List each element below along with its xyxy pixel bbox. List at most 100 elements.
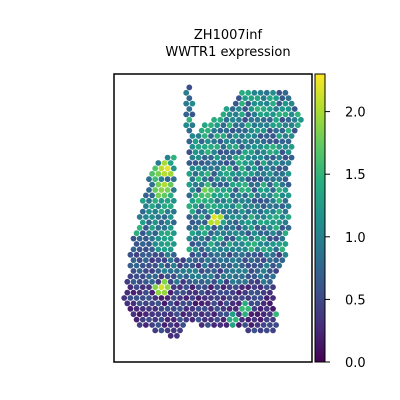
spot [257, 295, 264, 301]
spot [223, 138, 230, 145]
spot [263, 122, 270, 129]
spot [285, 95, 292, 102]
spot [248, 322, 255, 328]
spot [273, 181, 279, 188]
colorbar-tick-label: 2.0 [345, 106, 366, 121]
spot [263, 111, 270, 118]
spot [220, 143, 227, 150]
spot [220, 208, 227, 215]
spot [226, 176, 233, 183]
spot [220, 284, 227, 291]
spot [161, 214, 168, 220]
spot [239, 273, 245, 280]
spot [211, 322, 218, 328]
spot [254, 203, 261, 210]
spot [226, 187, 233, 193]
spot [245, 89, 252, 96]
spot [189, 316, 196, 323]
spot [152, 284, 159, 291]
spot [214, 122, 221, 129]
spot [276, 89, 283, 96]
spot [248, 224, 255, 231]
spot [214, 295, 221, 301]
spot [136, 246, 143, 253]
spot-layer [121, 84, 304, 339]
spot [229, 160, 236, 166]
spot [226, 208, 233, 215]
spot [232, 284, 239, 291]
spot [195, 230, 202, 237]
spot [285, 214, 292, 220]
spot [189, 273, 196, 280]
spot [245, 327, 252, 334]
spot [279, 235, 286, 242]
spot [130, 311, 137, 318]
spot [288, 143, 295, 150]
spot [229, 289, 236, 296]
spot [170, 241, 177, 247]
spot [195, 262, 202, 269]
spot [242, 257, 249, 264]
spot [257, 154, 264, 161]
spot [208, 133, 214, 139]
spot [189, 284, 196, 291]
spot [263, 327, 270, 334]
spot [161, 311, 168, 318]
spot [285, 106, 292, 112]
spot [276, 241, 283, 247]
spot [229, 300, 236, 307]
spot [270, 176, 276, 183]
spot [239, 122, 245, 129]
chart-title-line1: ZH1007inf [194, 28, 263, 43]
spot [223, 322, 230, 328]
spot [257, 327, 264, 334]
spot [146, 284, 152, 291]
spot [242, 246, 249, 253]
spot [152, 176, 159, 183]
spot [263, 305, 270, 312]
colorbar-tick-label: 0.0 [345, 356, 366, 371]
spot [257, 176, 264, 183]
spot [270, 305, 276, 312]
spot [257, 251, 264, 258]
spot [245, 241, 252, 247]
spot [229, 235, 236, 242]
spot [232, 133, 239, 139]
spot [257, 197, 264, 204]
spot [211, 289, 218, 296]
spot [245, 133, 252, 139]
spot [242, 160, 249, 166]
spot [143, 278, 149, 285]
spot [232, 273, 239, 280]
spot [158, 273, 165, 280]
spot [167, 332, 174, 339]
spot [273, 235, 279, 242]
spot [211, 116, 218, 123]
spot [146, 176, 152, 183]
spot [205, 322, 211, 328]
spot [232, 251, 239, 258]
spot [183, 111, 190, 118]
spot [273, 95, 279, 102]
spot [285, 138, 292, 145]
spot [254, 246, 261, 253]
spot [273, 311, 279, 318]
spot [211, 127, 218, 134]
spot [186, 127, 193, 134]
spot [273, 106, 279, 112]
spot [239, 176, 245, 183]
spot [254, 106, 261, 112]
spot [226, 251, 233, 258]
spot [189, 122, 196, 129]
spot [223, 170, 230, 177]
spot [167, 311, 174, 318]
spot [260, 300, 267, 307]
spot [229, 138, 236, 145]
spot [127, 251, 134, 258]
spot [273, 224, 279, 231]
spot [276, 133, 283, 139]
spot [236, 235, 242, 242]
spot [217, 246, 224, 253]
spot [183, 89, 190, 96]
spot [288, 100, 295, 107]
